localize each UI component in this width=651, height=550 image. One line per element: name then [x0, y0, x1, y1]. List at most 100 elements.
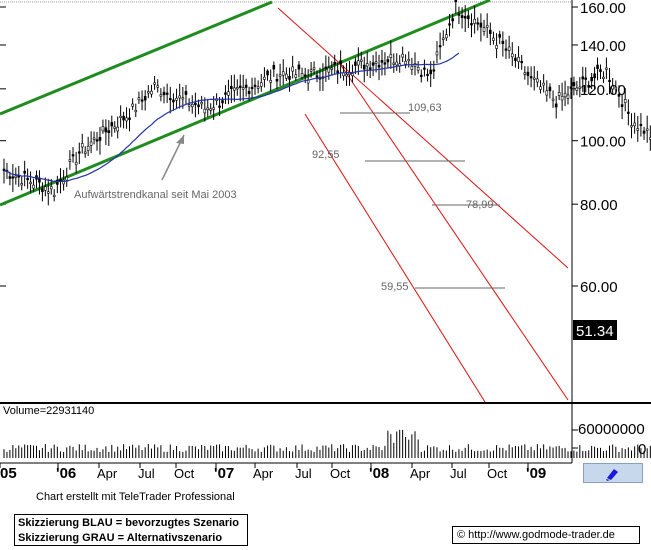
trend-lines [0, 0, 569, 403]
candlesticks [2, 0, 651, 206]
x-tick-label: '07 [214, 465, 234, 482]
chart-credit: Chart erstellt mit TeleTrader Profession… [36, 491, 235, 503]
candle-body [107, 130, 111, 134]
candle-body [429, 69, 433, 75]
candle-body [247, 90, 251, 95]
candle-body [125, 117, 128, 122]
candle-body [197, 104, 200, 108]
pen-icon [606, 469, 618, 481]
candle-body [122, 115, 125, 121]
candle-body [59, 179, 62, 182]
candle-body [26, 177, 29, 181]
candle-body [404, 60, 407, 65]
candle-body [596, 64, 599, 70]
candle-body [263, 76, 266, 80]
candle-body [137, 97, 141, 101]
candle-body [432, 69, 436, 72]
candle-body [575, 87, 579, 91]
candle-body [178, 95, 181, 99]
candle-body [416, 66, 420, 71]
candle-body [495, 45, 498, 49]
candle-body [642, 130, 646, 134]
candle-body [395, 61, 399, 66]
candle-body [435, 51, 439, 56]
candle-body [383, 62, 387, 65]
candle-body [357, 60, 360, 66]
candle-body [131, 103, 134, 107]
candle-body [401, 53, 404, 58]
candle-body [569, 86, 573, 89]
y-tick-label: 140.00 [580, 38, 626, 55]
candle-body [56, 180, 59, 185]
candle-body [536, 78, 539, 83]
candle-body [44, 186, 47, 191]
candle-body [23, 170, 26, 174]
x-tick-label: Apr [253, 466, 274, 481]
candle-body [501, 40, 505, 45]
candle-body [423, 67, 426, 70]
candle-body [336, 70, 339, 74]
candle-body [14, 175, 18, 178]
candle-body [140, 99, 144, 102]
candle-body [463, 16, 467, 19]
candle-body [187, 104, 191, 107]
source-url[interactable]: © http://www.godmode-trader.de [452, 526, 640, 544]
candle-body [285, 73, 288, 79]
candle-body [162, 91, 166, 96]
candle-body [104, 127, 108, 133]
candle-body [590, 77, 593, 82]
candle-body [327, 67, 331, 73]
y-tick-label: 160.00 [580, 0, 626, 17]
candle-body [581, 76, 585, 80]
candle-body [113, 126, 117, 129]
x-tick-label: Jul [138, 466, 155, 481]
candle-body [454, 0, 458, 2]
candle-body [330, 67, 334, 70]
chart-nav-button[interactable] [583, 463, 643, 483]
candle-body [529, 76, 533, 79]
y-tick-label: 80.00 [580, 197, 618, 214]
candle-body [80, 143, 84, 148]
x-tick-label: Oct [174, 466, 195, 481]
candle-body [473, 18, 476, 24]
candle-body [438, 45, 442, 48]
volume-tick-label-bottom: 0 [638, 441, 646, 458]
candle-body [250, 86, 254, 90]
candle-body [633, 122, 636, 127]
candle-body [194, 102, 197, 106]
candle-body [566, 94, 570, 99]
legend-gray: Skizzierung GRAU = Alternativszenario [18, 532, 223, 544]
candle-body [492, 37, 495, 41]
candle-body [407, 59, 411, 62]
candle-body [485, 25, 489, 28]
candle-body [128, 117, 131, 120]
candle-body [181, 97, 185, 100]
candle-body [116, 126, 119, 132]
candle-body [572, 81, 576, 87]
candle-body [165, 92, 169, 95]
candle-body [203, 108, 207, 114]
candle-body [489, 29, 492, 34]
candle-body [168, 98, 172, 101]
x-tick-label: Oct [487, 466, 508, 481]
candle-body [457, 13, 461, 16]
candle-body [29, 181, 32, 184]
candle-body [150, 90, 153, 95]
candle-body [233, 87, 236, 91]
candle-body [623, 99, 627, 103]
candle-body [172, 99, 175, 103]
candle-body [630, 125, 633, 128]
candle-body [374, 61, 378, 64]
last-price-value: 51.34 [576, 323, 614, 340]
candle-body [563, 92, 567, 98]
volume-label: Volume=22931140 [3, 405, 94, 417]
candle-body [212, 107, 215, 110]
level-label-59: 59,55 [381, 281, 409, 293]
candle-body [272, 64, 276, 70]
candle-body [617, 94, 621, 97]
x-axis-ticks: 05 '06 Apr Jul Oct '07 Apr Jul Oct '08 Apr Jul Oct '0… [0, 463, 546, 482]
candle-body [52, 194, 56, 197]
candle-body [608, 79, 611, 83]
candle-body [523, 72, 527, 75]
